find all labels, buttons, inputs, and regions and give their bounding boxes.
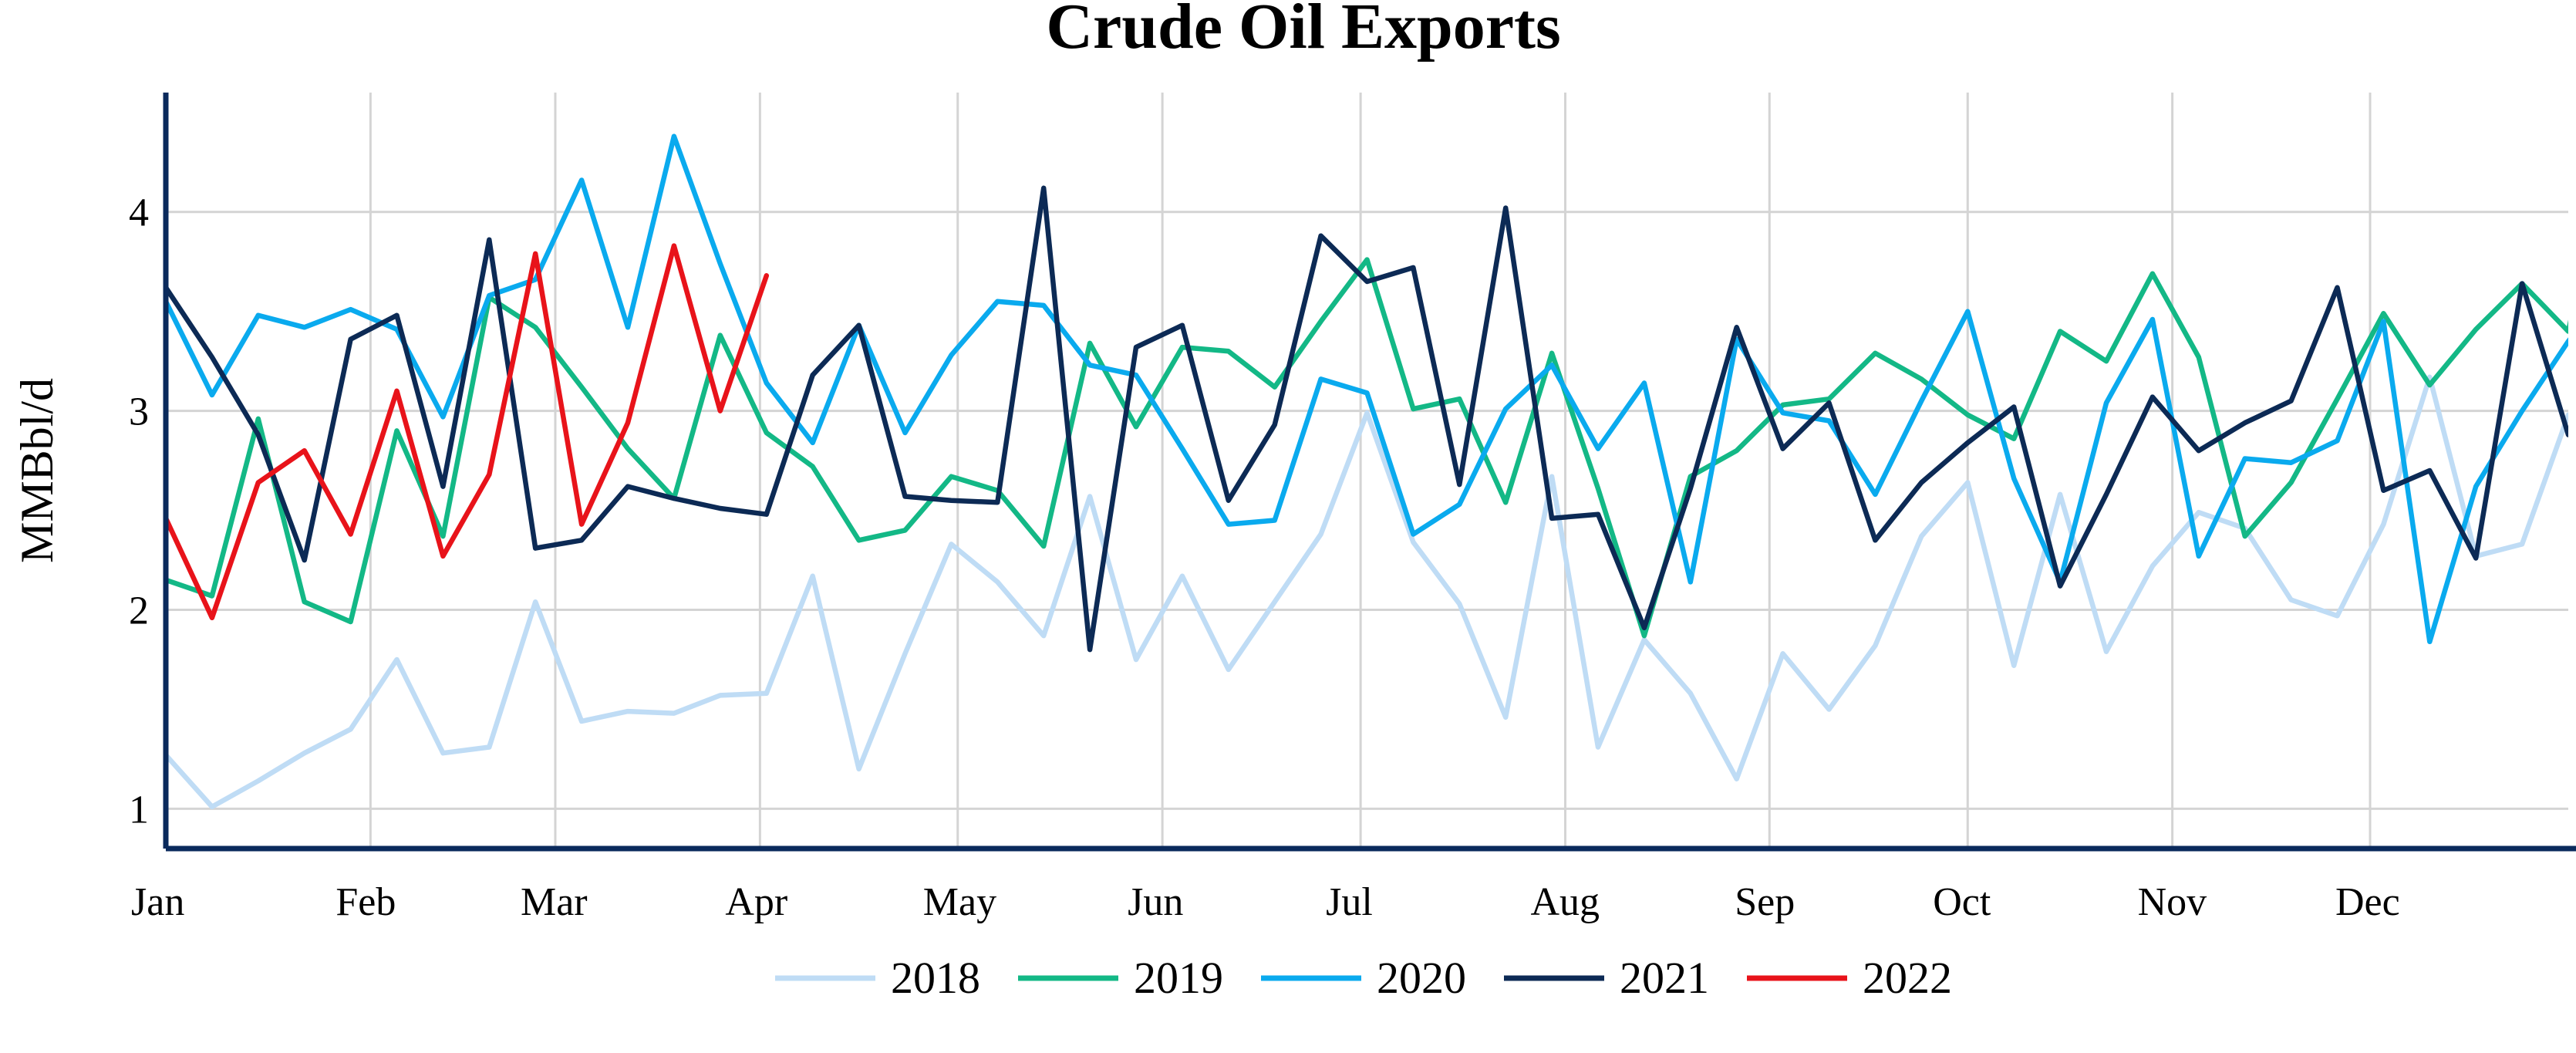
x-tick-label: Jul [1326,880,1373,924]
series-line-2021 [166,185,2568,653]
legend-label-2022: 2022 [1863,953,1952,1003]
x-tick-label: Oct [1933,880,1991,924]
y-tick-label: 3 [129,390,149,434]
x-tick-label: Apr [725,880,787,924]
y-axis-label: MMBbl/d [12,378,62,563]
y-tick-label: 1 [129,788,149,832]
series-line-2019 [166,257,2568,639]
x-axis-tick-labels: Jan Feb Mar Apr May Jun Jul Aug Sep Oct Nov Dec [131,880,2400,924]
x-tick-label: Sep [1735,880,1795,924]
legend-label-2020: 2020 [1377,953,1466,1003]
y-tick-label: 2 [129,589,149,633]
axes [163,93,2576,852]
legend: 2018 2019 2020 2021 2022 [775,953,1952,1003]
legend-label-2021: 2021 [1620,953,1709,1003]
y-tick-label: 4 [129,191,149,235]
x-tick-label: Jun [1128,880,1183,924]
x-tick-label: Mar [521,880,588,924]
gridlines [164,93,2568,849]
x-tick-label: Jan [131,880,184,924]
legend-label-2019: 2019 [1134,953,1223,1003]
legend-label-2018: 2018 [891,953,980,1003]
x-tick-label: Nov [2138,880,2207,924]
series-line-2020 [166,133,2568,645]
series-lines [166,133,2568,810]
y-axis-tick-labels: 1 2 3 4 [129,191,149,832]
x-tick-label: Aug [1530,880,1600,924]
chart-title: Crude Oil Exports [1046,0,1560,62]
x-tick-label: May [923,880,996,924]
x-tick-label: Dec [2335,880,2400,924]
series-line-2022 [166,243,770,621]
x-tick-label: Feb [335,880,396,924]
